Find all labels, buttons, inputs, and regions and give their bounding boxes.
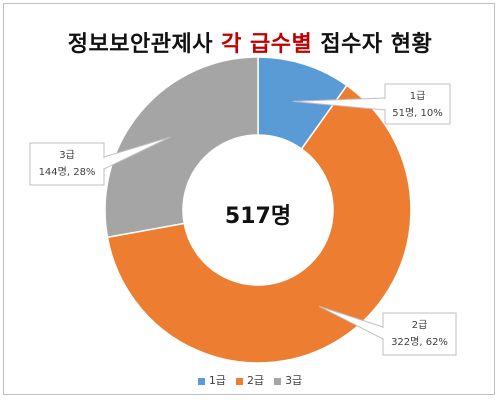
chart-title: 정보보안관제사 각 급수별 접수자 현황 (0, 26, 500, 58)
title-part-3: 접수자 현황 (312, 32, 433, 57)
callout-category-1급: 1급 (410, 90, 426, 102)
callout-box-1급 (384, 83, 451, 125)
title-part-1: 정보보안관제사 (67, 32, 222, 57)
callout-category-2급: 2급 (412, 319, 428, 331)
callouts: 1급 51명, 10% 2급 322명, 62% 3급 144명, 28% (29, 83, 457, 356)
legend-item-3급: 3급 (274, 372, 302, 388)
legend: 1급 2급 3급 (0, 372, 500, 388)
callout-box-3급 (29, 142, 105, 186)
title-accent: 각 급수별 (221, 32, 313, 57)
callout-value-3급: 144명, 28% (39, 166, 96, 178)
center-total-label: 517명 (225, 204, 291, 229)
legend-item-1급: 1급 (197, 372, 226, 388)
slice-2급 (106, 84, 412, 364)
callout-value-1급: 51명, 10% (392, 107, 443, 119)
legend-swatch (197, 377, 205, 385)
callout-value-2급: 322명, 62% (391, 336, 448, 348)
slices (104, 56, 412, 364)
legend-swatch (235, 377, 243, 385)
legend-label: 1급 (208, 374, 226, 387)
legend-item-2급: 2급 (235, 372, 265, 388)
legend-label: 2급 (246, 374, 265, 387)
callout-box-2급 (382, 312, 457, 356)
legend-swatch (274, 377, 282, 385)
callout-category-3급: 3급 (59, 149, 75, 161)
legend-label: 3급 (285, 374, 303, 387)
